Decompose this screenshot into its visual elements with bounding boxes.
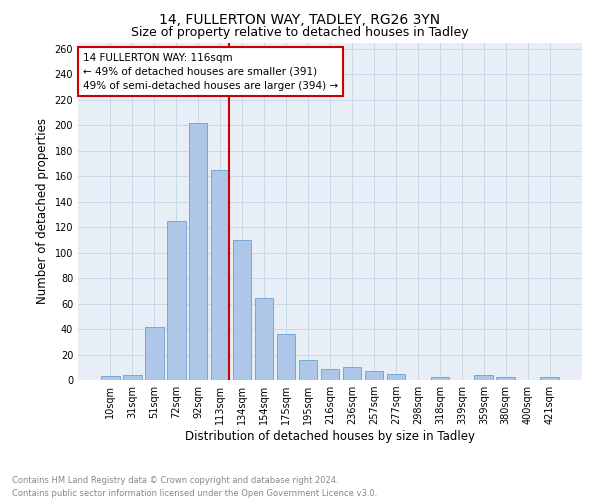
Bar [189,122,208,380]
Text: Contains HM Land Registry data © Crown copyright and database right 2024.
Contai: Contains HM Land Registry data © Crown c… [12,476,377,498]
Bar [233,240,251,380]
Bar [211,170,229,380]
Text: Size of property relative to detached houses in Tadley: Size of property relative to detached ho… [131,26,469,39]
Bar [101,376,119,380]
Bar [299,360,317,380]
Bar [167,221,185,380]
Bar [496,378,515,380]
Bar [386,374,405,380]
Bar [277,334,295,380]
X-axis label: Distribution of detached houses by size in Tadley: Distribution of detached houses by size … [185,430,475,443]
Bar [320,368,340,380]
Bar [475,375,493,380]
Bar [431,378,449,380]
Bar [123,375,142,380]
Bar [541,378,559,380]
Text: 14 FULLERTON WAY: 116sqm
← 49% of detached houses are smaller (391)
49% of semi-: 14 FULLERTON WAY: 116sqm ← 49% of detach… [83,52,338,90]
Bar [365,371,383,380]
Text: 14, FULLERTON WAY, TADLEY, RG26 3YN: 14, FULLERTON WAY, TADLEY, RG26 3YN [160,12,440,26]
Bar [255,298,274,380]
Bar [343,368,361,380]
Bar [145,326,164,380]
Y-axis label: Number of detached properties: Number of detached properties [36,118,49,304]
